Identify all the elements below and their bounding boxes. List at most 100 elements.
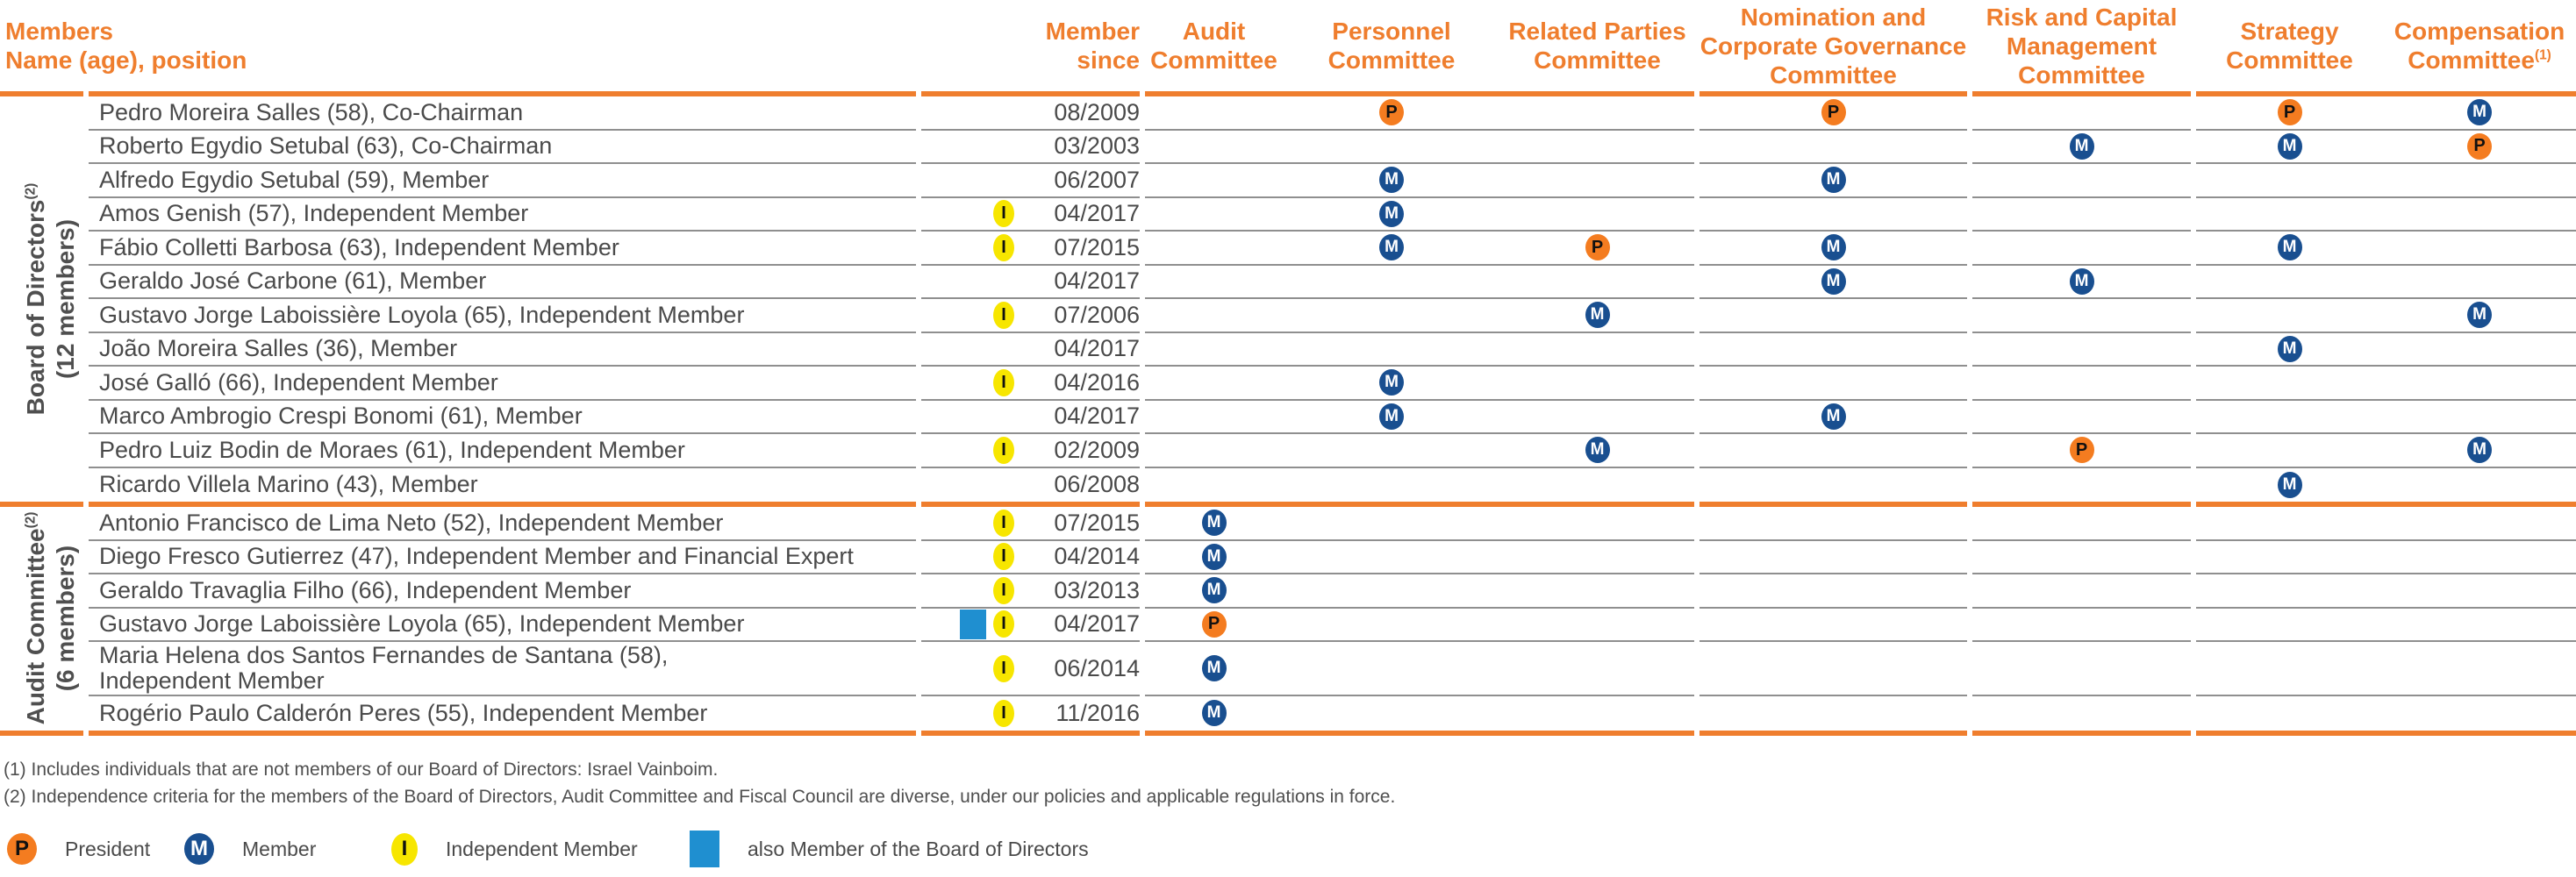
related-parties-committee-cell (1500, 541, 1694, 574)
nomination-governance-committee-cell (1699, 299, 1967, 333)
compensation-committee-cell (2383, 574, 2576, 609)
row-gutter (0, 401, 83, 435)
member-name: Geraldo Travaglia Filho (66), Independen… (89, 574, 916, 609)
member-name: Pedro Luiz Bodin de Moraes (61), Indepen… (89, 434, 916, 468)
member-since-column-header: Member since (1045, 18, 1140, 74)
table-row: Pedro Luiz Bodin de Moraes (61), Indepen… (0, 434, 2576, 468)
risk-capital-committee-cell (1972, 232, 2191, 266)
row-gutter (0, 266, 83, 300)
table-row: Geraldo Travaglia Filho (66), Independen… (0, 574, 2576, 609)
row-gutter (0, 232, 83, 266)
audit-committee-cell (1145, 131, 1283, 164)
member-name: Maria Helena dos Santos Fernandes de San… (89, 642, 916, 696)
legend: P President M Member I Independent Member also… (0, 828, 2576, 870)
risk-capital-committee-cell (1972, 164, 2191, 198)
risk-capital-committee-cell (1972, 574, 2191, 609)
audit-committee-cell (1145, 96, 1283, 131)
nomination-governance-committee-cell (1699, 468, 1967, 503)
nomination-governance-committee-cell: P (1699, 96, 1967, 131)
personnel-committee-cell (1283, 507, 1500, 541)
member-since-value: 07/2015 (1044, 507, 1140, 541)
member-since-value: 04/2017 (1044, 333, 1140, 367)
personnel-committee-cell: M (1283, 367, 1500, 401)
independence-flags (921, 164, 1044, 198)
related-parties-committee-cell (1500, 266, 1694, 299)
related-parties-committee-cell (1500, 333, 1694, 367)
audit-committee-cell (1145, 164, 1283, 198)
related-parties-committee-cell (1500, 198, 1694, 232)
personnel-committee-cell: M (1283, 198, 1500, 232)
independence-flags: I (921, 642, 1044, 696)
member-badge: M (2277, 234, 2302, 261)
members-title-line1: Members (5, 18, 113, 45)
member-since-value: 07/2006 (1044, 299, 1140, 333)
member-since-value: 11/2016 (1055, 699, 1140, 726)
independence-flags (921, 333, 1044, 367)
personnel-committee-cell: M (1283, 232, 1500, 266)
related-parties-committee-cell (1500, 609, 1694, 642)
related-parties-committee-cell (1500, 574, 1694, 609)
legend-label: President (65, 837, 151, 860)
row-gutter (0, 367, 83, 401)
independence-flags (921, 266, 1044, 299)
row-gutter (0, 574, 83, 609)
nomination-governance-committee-cell: M (1699, 266, 1967, 299)
legend-independent-member-badge: I (391, 832, 418, 866)
audit-committee-cell (1145, 468, 1283, 503)
compensation-committee-cell (2383, 164, 2576, 198)
strategy-committee-cell: P (2196, 96, 2383, 131)
member-name: Ricardo Villela Marino (43), Member (99, 471, 478, 498)
row-gutter (0, 299, 83, 333)
member-name: Alfredo Egydio Setubal (59), Member (89, 164, 916, 198)
strategy-committee-cell (2196, 507, 2383, 541)
member-badge: M (1379, 234, 1404, 261)
nomination-governance-committee-cell (1699, 541, 1967, 574)
audit-committee-cell (1145, 299, 1283, 333)
compensation-committee-cell (2383, 468, 2576, 503)
independent-member-badge: I (993, 436, 1014, 464)
personnel-committee-cell: M (1283, 401, 1500, 434)
compensation-committee-cell (2383, 507, 2576, 541)
nomination-governance-committee-cell: M (1699, 401, 1967, 434)
compensation-footnote-marker: (1) (2534, 47, 2551, 63)
member-badge: M (1379, 369, 1404, 396)
strategy-committee-cell (2196, 434, 2383, 468)
president-badge: P (2467, 132, 2492, 160)
strategy-committee-cell (2196, 642, 2383, 696)
member-name: Geraldo José Carbone (61), Member (89, 266, 916, 299)
compensation-committee-cell: M (2383, 434, 2576, 468)
independence-flags: I (921, 232, 1044, 266)
table-row: Gustavo Jorge Laboissière Loyola (65), I… (0, 299, 2576, 333)
legend-item: M Member (184, 828, 316, 870)
row-gutter (0, 164, 83, 198)
table-row: Alfredo Egydio Setubal (59), Member 06/2… (0, 164, 2576, 198)
strategy-committee-cell: M (2196, 232, 2383, 266)
related-parties-committee-cell (1500, 507, 1694, 541)
independence-flags: I (921, 609, 1044, 642)
compensation-committee-cell: M (2383, 299, 2576, 333)
table-header: Members Name (age), position Member sinc… (0, 0, 2576, 91)
strategy-committee-cell (2196, 696, 2383, 731)
nomination-governance-committee-cell (1699, 131, 1967, 164)
footnote-2: (2) Independence criteria for the member… (4, 787, 1396, 807)
strategy-committee-cell: M (2196, 468, 2383, 503)
audit-committee-cell (1145, 198, 1283, 232)
table-row: Fábio Colletti Barbosa (63), Independent… (0, 232, 2576, 266)
member-name: Marco Ambrogio Crespi Bonomi (61), Membe… (89, 401, 916, 434)
risk-capital-committee-cell (1972, 198, 2191, 232)
risk-capital-committee-cell (1972, 696, 2191, 731)
risk-capital-committee-cell (1972, 401, 2191, 434)
member-badge: M (1201, 655, 1227, 681)
independent-member-badge: I (993, 543, 1014, 571)
independence-flags (921, 468, 1044, 503)
member-name: Gustavo Jorge Laboissière Loyola (65), I… (89, 299, 916, 333)
personnel-committee-cell (1283, 541, 1500, 574)
member-since-value: 04/2016 (1044, 367, 1140, 401)
table-section: Pedro Moreira Salles (58), Co-Chairman 0… (0, 96, 2576, 502)
compensation-committee-cell (2383, 367, 2576, 401)
personnel-committee-cell (1283, 299, 1500, 333)
nomination-governance-committee-cell (1699, 574, 1967, 609)
strategy-committee-cell: M (2196, 131, 2383, 164)
member-since-value: 06/2014 (1044, 642, 1140, 696)
table-row: Diego Fresco Gutierrez (47), Independent… (0, 541, 2576, 574)
